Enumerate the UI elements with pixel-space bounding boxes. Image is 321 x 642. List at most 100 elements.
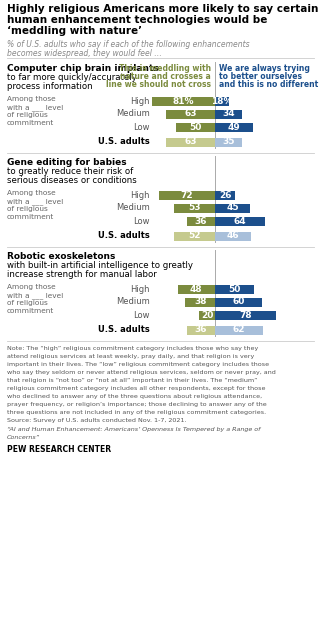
- Text: commitment: commitment: [7, 120, 54, 126]
- Bar: [176, 123, 215, 132]
- Text: 36: 36: [195, 216, 207, 225]
- Text: Computer chip brain implants: Computer chip brain implants: [7, 64, 159, 73]
- Text: 81%: 81%: [173, 96, 194, 105]
- Text: Low: Low: [134, 311, 150, 320]
- Bar: [159, 191, 215, 200]
- Bar: [174, 204, 215, 213]
- Text: We are always trying: We are always trying: [219, 64, 310, 73]
- Text: who declined to answer any of the three questions about religious attendance,: who declined to answer any of the three …: [7, 394, 262, 399]
- Text: High: High: [131, 284, 150, 293]
- Bar: [215, 191, 235, 200]
- Text: three questions are not included in any of the religious commitment categories.: three questions are not included in any …: [7, 410, 266, 415]
- Text: Note: The “high” religious commitment category includes those who say they: Note: The “high” religious commitment ca…: [7, 346, 258, 351]
- Text: 48: 48: [190, 284, 203, 293]
- Text: 20: 20: [201, 311, 213, 320]
- Text: with a ___ level: with a ___ level: [7, 104, 63, 111]
- Text: 78: 78: [239, 311, 252, 320]
- Bar: [174, 232, 215, 241]
- Text: 49: 49: [228, 123, 240, 132]
- Text: 62: 62: [233, 325, 246, 334]
- Text: U.S. adults: U.S. adults: [98, 137, 150, 146]
- Text: of religious: of religious: [7, 206, 48, 212]
- Text: commitment: commitment: [7, 308, 54, 314]
- Text: Gene editing for babies: Gene editing for babies: [7, 158, 126, 167]
- Bar: [152, 96, 215, 105]
- Text: Medium: Medium: [116, 297, 150, 306]
- Text: prayer frequency, or religion’s importance; those declining to answer any of the: prayer frequency, or religion’s importan…: [7, 402, 267, 407]
- Text: with a ___ level: with a ___ level: [7, 198, 63, 205]
- Bar: [215, 123, 253, 132]
- Text: 72: 72: [181, 191, 193, 200]
- Text: Among those: Among those: [7, 190, 56, 196]
- Text: with a ___ level: with a ___ level: [7, 292, 63, 299]
- Text: U.S. adults: U.S. adults: [98, 232, 150, 241]
- Bar: [215, 110, 241, 119]
- Text: Among those: Among those: [7, 96, 56, 102]
- Text: 53: 53: [188, 204, 201, 213]
- Bar: [199, 311, 215, 320]
- Text: High: High: [131, 96, 150, 105]
- Text: Low: Low: [134, 216, 150, 225]
- Text: 60: 60: [232, 297, 245, 306]
- Bar: [215, 325, 263, 334]
- Text: attend religious services at least weekly, pray daily, and that religion is very: attend religious services at least weekl…: [7, 354, 254, 359]
- Text: to greatly reduce their risk of: to greatly reduce their risk of: [7, 167, 133, 176]
- Bar: [215, 284, 254, 293]
- Bar: [187, 325, 215, 334]
- Text: Low: Low: [134, 123, 150, 132]
- Bar: [185, 297, 215, 306]
- Text: 38: 38: [194, 297, 206, 306]
- Text: 36: 36: [195, 325, 207, 334]
- Text: PEW RESEARCH CENTER: PEW RESEARCH CENTER: [7, 445, 111, 454]
- Text: ‘meddling with nature’: ‘meddling with nature’: [7, 26, 142, 36]
- Text: 35: 35: [222, 137, 235, 146]
- Text: Robotic exoskeletons: Robotic exoskeletons: [7, 252, 115, 261]
- Bar: [215, 96, 229, 105]
- Text: U.S. adults: U.S. adults: [98, 325, 150, 334]
- Text: becomes widespread, they would feel …: becomes widespread, they would feel …: [7, 49, 162, 58]
- Text: This is meddling with: This is meddling with: [119, 64, 211, 73]
- Text: High: High: [131, 191, 150, 200]
- Text: process information: process information: [7, 82, 93, 91]
- Text: 50: 50: [189, 123, 202, 132]
- Text: increase strength for manual labor: increase strength for manual labor: [7, 270, 157, 279]
- Text: commitment: commitment: [7, 214, 54, 220]
- Text: of religious: of religious: [7, 112, 48, 118]
- Text: Medium: Medium: [116, 110, 150, 119]
- Bar: [166, 137, 215, 146]
- Text: Medium: Medium: [116, 204, 150, 213]
- Bar: [215, 204, 250, 213]
- Text: serious diseases or conditions: serious diseases or conditions: [7, 176, 137, 185]
- Bar: [215, 216, 265, 225]
- Text: 63: 63: [184, 110, 197, 119]
- Text: 26: 26: [219, 191, 231, 200]
- Text: 52: 52: [188, 232, 201, 241]
- Text: religious commitment category includes all other respondents, except for those: religious commitment category includes a…: [7, 386, 265, 391]
- Text: of religious: of religious: [7, 300, 48, 306]
- Text: Among those: Among those: [7, 284, 56, 290]
- Text: human enhancement technologies would be: human enhancement technologies would be: [7, 15, 267, 25]
- Text: % of U.S. adults who say if each of the following enhancements: % of U.S. adults who say if each of the …: [7, 40, 250, 49]
- Text: important in their lives. The “low” religious commitment category includes those: important in their lives. The “low” reli…: [7, 362, 269, 367]
- Text: and this is no different: and this is no different: [219, 80, 318, 89]
- Text: 18%: 18%: [211, 96, 233, 105]
- Text: 34: 34: [222, 110, 235, 119]
- Text: Concerns”: Concerns”: [7, 435, 40, 440]
- Text: Highly religious Americans more likely to say certain: Highly religious Americans more likely t…: [7, 4, 318, 14]
- Text: to better ourselves: to better ourselves: [219, 72, 302, 81]
- Bar: [215, 137, 242, 146]
- Text: 63: 63: [184, 137, 197, 146]
- Text: with built-in artificial intelligence to greatly: with built-in artificial intelligence to…: [7, 261, 193, 270]
- Text: 50: 50: [228, 284, 241, 293]
- Bar: [187, 216, 215, 225]
- Bar: [215, 232, 251, 241]
- Text: Source: Survey of U.S. adults conducted Nov. 1-7, 2021.: Source: Survey of U.S. adults conducted …: [7, 418, 187, 423]
- Text: to far more quickly/accurately: to far more quickly/accurately: [7, 73, 137, 82]
- Bar: [215, 311, 276, 320]
- Bar: [166, 110, 215, 119]
- Bar: [178, 284, 215, 293]
- Text: 64: 64: [234, 216, 246, 225]
- Text: line we should not cross: line we should not cross: [106, 80, 211, 89]
- Text: nature and crosses a: nature and crosses a: [120, 72, 211, 81]
- Text: that religion is “not too” or “not at all” important in their lives. The “medium: that religion is “not too” or “not at al…: [7, 378, 257, 383]
